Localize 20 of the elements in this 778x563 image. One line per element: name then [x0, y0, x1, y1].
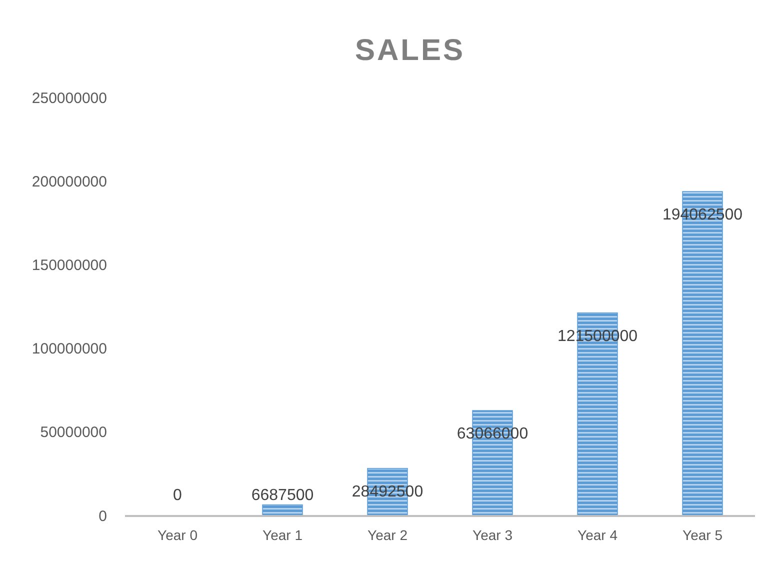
data-label: 0 [173, 487, 182, 504]
y-tick-label: 200000000 [32, 173, 107, 190]
y-tick-label: 250000000 [32, 90, 107, 107]
x-tick-label: Year 4 [578, 526, 618, 543]
x-tick-label: Year 3 [472, 526, 513, 543]
data-label: 63066000 [456, 426, 528, 443]
y-tick-label: 0 [98, 508, 107, 525]
bar [262, 504, 303, 516]
chart-title: SALES [354, 34, 466, 67]
y-tick-label: 50000000 [40, 424, 107, 442]
data-label: 121500000 [557, 328, 638, 345]
data-label: 6687500 [251, 487, 314, 504]
x-tick-label: Year 2 [368, 526, 408, 543]
data-label: 28492500 [352, 483, 424, 500]
x-tick-label: Year 0 [158, 526, 198, 543]
x-tick-label: Year 5 [682, 526, 723, 543]
data-label: 194062500 [662, 206, 743, 224]
x-tick-label: Year 1 [262, 526, 303, 543]
y-tick-label: 150000000 [32, 257, 107, 274]
y-tick-label: 100000000 [32, 340, 107, 358]
